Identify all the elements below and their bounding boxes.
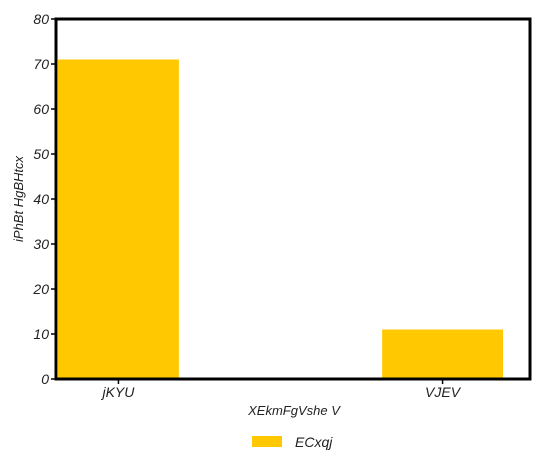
y-tick-label: 0: [41, 371, 49, 387]
y-axis-ticks: 0 10 20 30 40 50 60 70 80: [32, 11, 56, 387]
x-tick-label: VJEV: [425, 384, 462, 400]
bar-jKYU: [58, 59, 179, 379]
y-tick-label: 70: [33, 56, 49, 72]
y-tick-label: 60: [33, 101, 49, 117]
legend: ECxqj: [252, 434, 333, 450]
x-axis-ticks: jKYU VJEV: [100, 379, 462, 400]
y-tick-label: 40: [33, 191, 49, 207]
y-axis-label: iPhBt HgBHtcx: [11, 156, 26, 242]
y-tick-label: 80: [33, 11, 49, 27]
y-tick-label: 20: [32, 281, 49, 297]
x-axis-label: XEkmFgVshe V: [247, 403, 341, 418]
y-tick-label: 10: [33, 326, 49, 342]
legend-label: ECxqj: [295, 434, 333, 450]
bars-layer: [58, 59, 503, 379]
legend-swatch: [252, 436, 282, 447]
y-tick-label: 50: [33, 146, 49, 162]
y-tick-label: 30: [33, 236, 49, 252]
x-tick-label: jKYU: [100, 384, 135, 400]
bar-VJEV: [382, 329, 503, 379]
